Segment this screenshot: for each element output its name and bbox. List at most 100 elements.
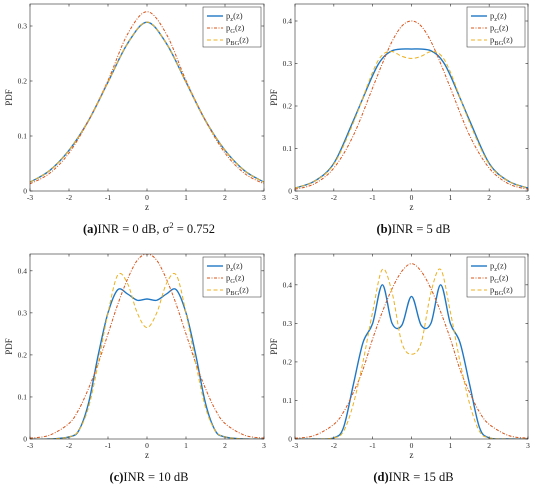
- x-tick-label: 3: [526, 441, 530, 450]
- caption-text: INR = 15 dB: [389, 470, 454, 484]
- x-tick-label: 3: [262, 193, 266, 202]
- x-axis-label: z: [145, 450, 149, 460]
- x-tick-label: 1: [448, 441, 452, 450]
- x-tick-label: -2: [331, 193, 337, 202]
- y-tick-label: 0.4: [18, 266, 28, 275]
- y-tick-label: 0.2: [283, 357, 293, 366]
- caption-text: INR = 10 dB: [123, 470, 188, 484]
- legend: pz(z)pG(z)pBG(z): [202, 6, 262, 48]
- panel-caption: (a)INR = 0 dB, σ2 = 0.752: [83, 220, 215, 236]
- y-tick-label: 0.2: [283, 102, 293, 111]
- y-tick-label: 0.2: [18, 350, 28, 359]
- legend-label: pG(z): [226, 23, 245, 36]
- legend-label: pz(z): [226, 261, 243, 274]
- x-axis-label: z: [145, 202, 149, 212]
- x-tick-label: -3: [292, 193, 298, 202]
- series-line-pzz: [295, 48, 528, 189]
- panel-caption: (b)INR = 5 dB: [376, 222, 450, 236]
- series-line-pgz: [295, 20, 528, 190]
- x-tick-label: -2: [66, 441, 72, 450]
- y-axis-label: PDF: [269, 89, 279, 106]
- x-tick-label: -3: [27, 441, 33, 450]
- series-line-pbgz: [30, 21, 264, 183]
- y-tick-label: 0: [23, 435, 27, 444]
- legend-label: pz(z): [226, 11, 243, 24]
- legend-label: pBG(z): [226, 285, 249, 298]
- x-tick-label: 1: [448, 193, 452, 202]
- x-tick-label: -1: [105, 441, 111, 450]
- y-tick-label: 0: [288, 435, 292, 444]
- x-tick-label: -1: [370, 441, 376, 450]
- caption-prefix: (d): [373, 470, 388, 484]
- series-line-pgz: [30, 11, 264, 185]
- y-tick-label: 0.3: [283, 59, 293, 68]
- legend-label: pz(z): [490, 11, 507, 24]
- x-tick-label: 0: [145, 441, 149, 450]
- y-axis-label: PDF: [4, 89, 14, 106]
- y-tick-label: 0: [23, 187, 27, 196]
- legend-label: pG(z): [226, 273, 245, 286]
- caption-text: INR = 5 dB: [392, 222, 451, 236]
- x-tick-label: 0: [410, 441, 414, 450]
- x-axis-label: z: [410, 202, 414, 212]
- x-tick-label: -1: [105, 193, 111, 202]
- caption-text: INR = 0 dB, σ: [98, 222, 170, 236]
- y-tick-label: 0.4: [283, 17, 293, 26]
- y-tick-label: 0.4: [283, 280, 293, 289]
- x-axis-label: z: [410, 450, 414, 460]
- x-tick-label: -2: [66, 193, 72, 202]
- y-tick-label: 0.3: [18, 22, 28, 31]
- legend: pz(z)pG(z)pBG(z): [466, 6, 526, 48]
- chart-panel-d: -3 -2 -1 0 1 2 3 0 0.1 0.2 0.3 0.4 z PDF pz(z)pG(z)pBG…: [269, 253, 530, 484]
- legend-label: pG(z): [490, 23, 509, 36]
- x-tick-label: -1: [370, 193, 376, 202]
- y-tick-label: 0.1: [18, 132, 28, 141]
- x-tick-label: 2: [223, 441, 227, 450]
- legend-box: [466, 256, 526, 298]
- x-tick-label: 1: [184, 193, 188, 202]
- y-tick-label: 0.1: [283, 396, 293, 405]
- y-tick-label: 0.3: [18, 308, 28, 317]
- legend: pz(z)pG(z)pBG(z): [466, 256, 526, 298]
- chart-panel-c: -3 -2 -1 0 1 2 3 0 0.1 0.2 0.3 0.4 z PDF pz(z)pG(z)pBG…: [4, 253, 266, 484]
- y-axis-label: PDF: [4, 338, 14, 355]
- legend-label: pBG(z): [226, 35, 249, 48]
- legend-box: [202, 6, 262, 48]
- series-line-pbgz: [295, 51, 528, 189]
- x-tick-label: 2: [223, 193, 227, 202]
- series-line-pzz: [30, 288, 264, 439]
- legend-label: pBG(z): [490, 285, 513, 298]
- legend-box: [466, 6, 526, 48]
- y-tick-label: 0.1: [283, 144, 293, 153]
- caption-prefix: (b): [376, 222, 391, 236]
- x-tick-label: -3: [292, 441, 298, 450]
- panel-caption: (c)INR = 10 dB: [110, 470, 189, 484]
- x-tick-label: 0: [145, 193, 149, 202]
- x-tick-label: -3: [27, 193, 33, 202]
- legend-box: [202, 256, 262, 298]
- legend-label: pz(z): [490, 261, 507, 274]
- y-tick-label: 0.2: [18, 77, 28, 86]
- x-tick-label: 3: [262, 441, 266, 450]
- series-line-pbgz: [30, 272, 264, 439]
- chart-panel-a: -3 -2 -1 0 1 2 3 0 0.1 0.2 0.3 z PDF pz(z)pG(z)pBG(z)…: [4, 3, 266, 236]
- x-tick-label: 3: [526, 193, 530, 202]
- x-tick-label: 1: [184, 441, 188, 450]
- caption-prefix: (c): [110, 470, 124, 484]
- caption-prefix: (a): [83, 222, 98, 236]
- x-tick-label: 2: [487, 441, 491, 450]
- panel-caption: (d)INR = 15 dB: [373, 470, 453, 484]
- y-axis-label: PDF: [269, 338, 279, 355]
- legend-label: pG(z): [490, 273, 509, 286]
- legend: pz(z)pG(z)pBG(z): [202, 256, 262, 298]
- series-line-pbgz: [295, 268, 528, 439]
- chart-panel-b: -3 -2 -1 0 1 2 3 0 0.1 0.2 0.3 0.4 z PDF pz(z)pG(z)pBG…: [269, 3, 530, 236]
- y-tick-label: 0: [288, 187, 292, 196]
- x-tick-label: 0: [410, 193, 414, 202]
- y-tick-label: 0.3: [283, 319, 293, 328]
- series-line-pzz: [295, 284, 528, 439]
- series-line-pgz: [295, 263, 528, 439]
- x-tick-label: 2: [487, 193, 491, 202]
- y-tick-label: 0.1: [18, 392, 28, 401]
